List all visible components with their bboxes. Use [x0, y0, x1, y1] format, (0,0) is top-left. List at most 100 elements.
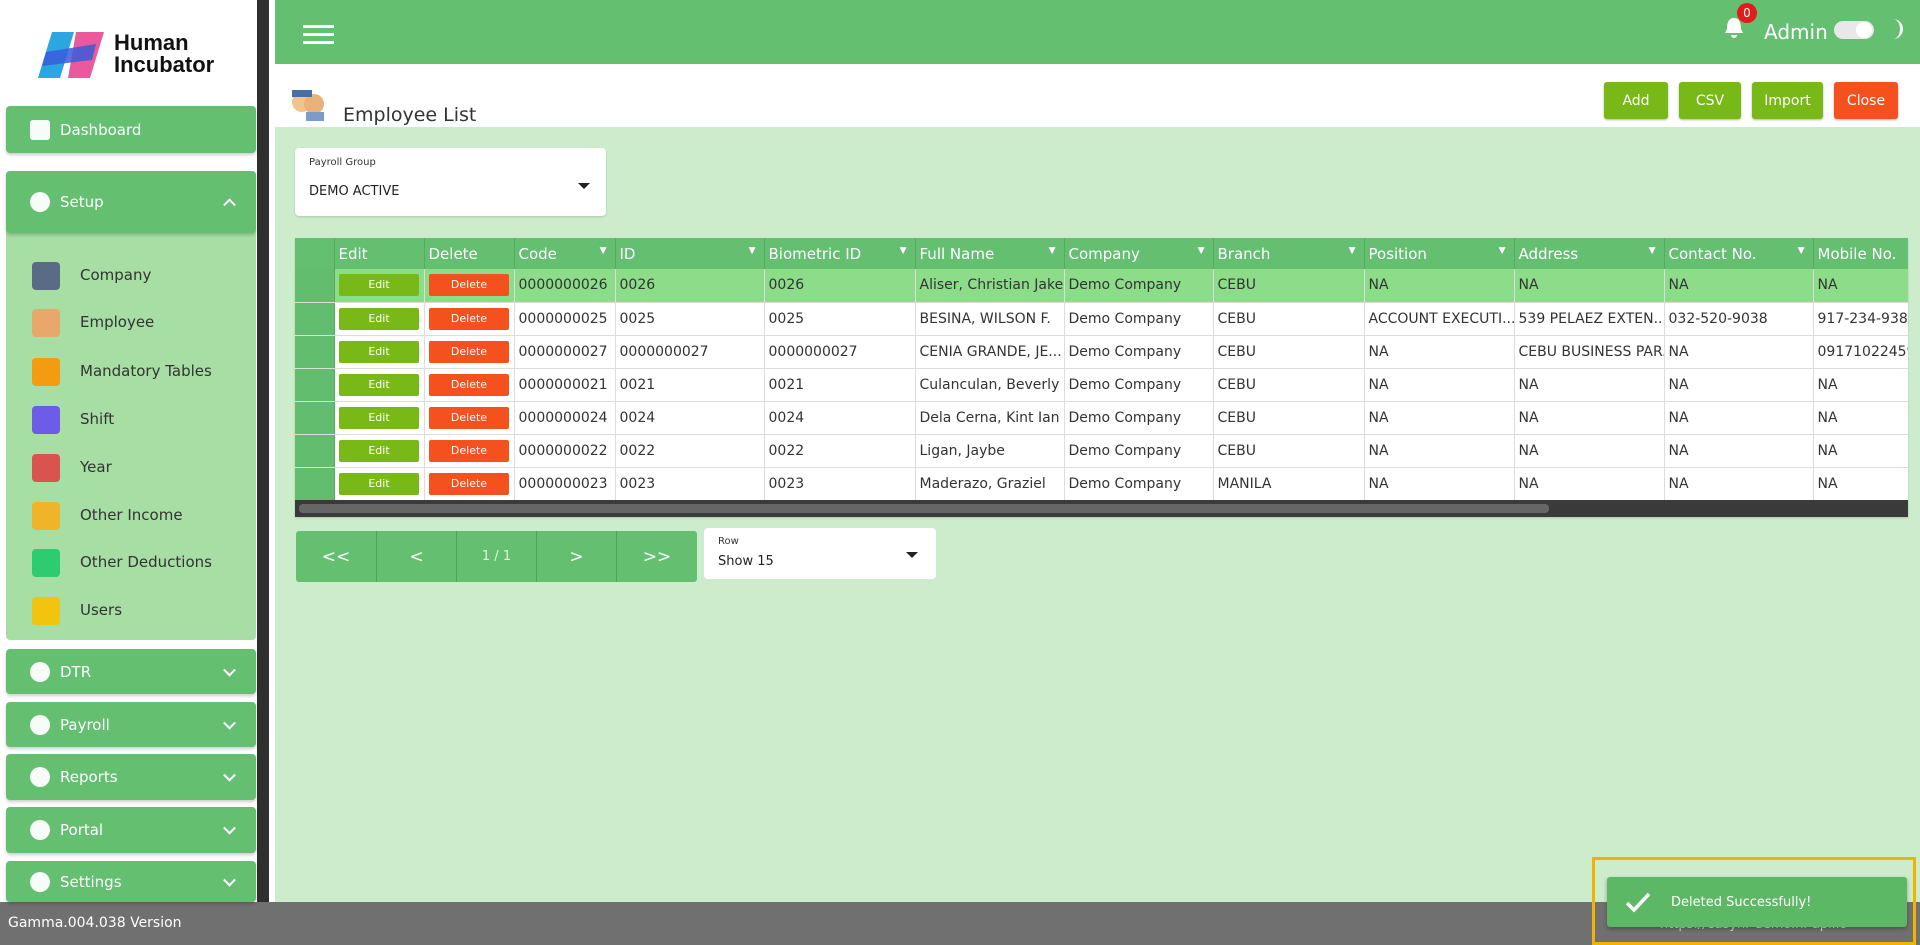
delete-cell: Delete — [424, 434, 515, 468]
page-button[interactable]: < — [377, 531, 457, 582]
column-header[interactable]: Delete — [424, 238, 515, 269]
page-button[interactable]: >> — [617, 531, 697, 582]
menu-group[interactable]: Reports — [6, 754, 256, 800]
column-header[interactable]: Position ▼ — [1364, 238, 1515, 269]
delete-button[interactable]: Delete — [429, 406, 509, 429]
h-scrollbar[interactable] — [295, 500, 1908, 517]
menu-icon — [32, 358, 60, 386]
filter-icon[interactable]: ▼ — [599, 246, 607, 256]
edit-button[interactable]: Edit — [339, 472, 419, 495]
edit-button[interactable]: Edit — [339, 406, 419, 429]
submenu-item[interactable]: Mandatory Tables — [80, 362, 212, 380]
delete-cell: Delete — [424, 467, 515, 501]
column-header[interactable]: Address ▼ — [1514, 238, 1665, 269]
table-row[interactable]: Edit Delete 0000000021 0021 0021 Culanculan, … — [295, 368, 1908, 402]
user-name[interactable]: Admin — [1764, 20, 1828, 44]
bell-icon[interactable] — [1722, 14, 1746, 42]
table-cell: Ligan, Jaybe — [915, 434, 1065, 468]
action-button[interactable]: Close — [1834, 82, 1898, 119]
select-header — [295, 238, 335, 269]
page-button: 1 / 1 — [457, 531, 537, 582]
submenu-item[interactable]: Other Deductions — [80, 553, 212, 571]
table-cell: 0023 — [615, 467, 765, 501]
table-row[interactable]: Edit Delete 0000000026 0026 0026 Aliser, Chri… — [295, 269, 1908, 303]
table-cell: NA — [1364, 434, 1515, 468]
action-button[interactable]: Add — [1604, 82, 1668, 119]
filter-icon[interactable]: ▼ — [1348, 246, 1356, 256]
submenu-item[interactable]: Other Income — [80, 506, 183, 524]
delete-button[interactable]: Delete — [429, 274, 509, 297]
submenu-item[interactable]: Employee — [80, 313, 155, 331]
menu-label: Payroll — [60, 715, 110, 734]
filter-icon[interactable]: ▼ — [1648, 246, 1656, 256]
table-cell: Demo Company — [1064, 335, 1214, 369]
table-row[interactable]: Edit Delete 0000000024 0024 0024 Dela Cerna, … — [295, 401, 1908, 435]
filter-icon[interactable]: ▼ — [1797, 246, 1805, 256]
table-cell: CEBU — [1213, 368, 1365, 402]
column-label: Company — [1068, 244, 1140, 263]
table-row[interactable]: Edit Delete 0000000025 0025 0025 BESINA, WILS… — [295, 302, 1908, 336]
column-header[interactable]: Company ▼ — [1064, 238, 1214, 269]
column-header[interactable]: Code ▼ — [514, 238, 616, 269]
submenu-item[interactable]: Shift — [80, 410, 115, 428]
page-button[interactable]: > — [537, 531, 617, 582]
table-cell: NA — [1514, 269, 1665, 303]
theme-toggle[interactable] — [1834, 21, 1874, 39]
menu-group[interactable]: DTR — [6, 649, 256, 694]
rows-select[interactable]: Row Show 15 — [704, 528, 936, 579]
column-header[interactable]: Biometric ID ▼ — [764, 238, 916, 269]
edit-button[interactable]: Edit — [339, 307, 419, 330]
delete-button[interactable]: Delete — [429, 439, 509, 462]
page-button[interactable]: << — [296, 531, 377, 582]
submenu-item[interactable]: Users — [80, 601, 123, 619]
table-row[interactable]: Edit Delete 0000000022 0022 0022 Ligan, Jaybe… — [295, 434, 1908, 468]
edit-button[interactable]: Edit — [339, 439, 419, 462]
delete-button[interactable]: Delete — [429, 340, 509, 363]
table-cell: NA — [1664, 434, 1814, 468]
delete-button[interactable]: Delete — [429, 307, 509, 330]
menu-group[interactable]: Settings — [6, 861, 256, 902]
action-button[interactable]: Import — [1752, 82, 1823, 119]
table-cell: Aliser, Christian Jake — [915, 269, 1065, 303]
menu-toggle[interactable] — [303, 25, 334, 28]
edit-button[interactable]: Edit — [339, 373, 419, 396]
menu-setup[interactable]: Setup — [6, 171, 256, 233]
table-cell: 0026 — [764, 269, 916, 303]
moon-icon — [1893, 19, 1903, 39]
column-header[interactable]: Edit — [334, 238, 425, 269]
submenu-item[interactable]: Year — [80, 458, 112, 476]
filter-icon[interactable]: ▼ — [1048, 246, 1056, 256]
edit-button[interactable]: Edit — [339, 340, 419, 363]
column-header[interactable]: ID ▼ — [615, 238, 765, 269]
column-header[interactable]: Full Name ▼ — [915, 238, 1065, 269]
table-cell: NA — [1364, 335, 1515, 369]
action-button[interactable]: CSV — [1679, 82, 1741, 119]
logo-text: Human Incubator — [114, 30, 215, 77]
chevron — [223, 716, 236, 730]
filter-icon[interactable]: ▼ — [1498, 246, 1506, 256]
delete-button[interactable]: Delete — [429, 373, 509, 396]
field-label: Payroll Group — [309, 157, 376, 168]
column-header[interactable]: Mobile No. — [1813, 238, 1908, 269]
delete-cell: Delete — [424, 302, 515, 336]
table-row[interactable]: Edit Delete 0000000023 0023 0023 Maderazo, Gr… — [295, 467, 1908, 501]
menu-group[interactable]: Payroll — [6, 702, 256, 747]
column-label: Branch — [1217, 244, 1271, 263]
chevron — [223, 663, 236, 677]
filter-icon[interactable]: ▼ — [1197, 246, 1205, 256]
menu-dashboard[interactable]: Dashboard — [6, 106, 256, 153]
menu-icon — [32, 454, 60, 482]
column-header[interactable]: Branch ▼ — [1213, 238, 1365, 269]
column-label: Edit — [338, 244, 368, 263]
filter-icon[interactable]: ▼ — [748, 246, 756, 256]
filter-icon[interactable]: ▼ — [899, 246, 907, 256]
table-row[interactable]: Edit Delete 0000000027 0000000027 0000000027… — [295, 335, 1908, 369]
submenu-item[interactable]: Company — [80, 266, 152, 284]
delete-button[interactable]: Delete — [429, 472, 509, 495]
column-header[interactable]: Contact No. ▼ — [1664, 238, 1814, 269]
edit-button[interactable]: Edit — [339, 274, 419, 297]
payroll-group-select[interactable]: Payroll Group DEMO ACTIVE — [295, 148, 606, 216]
menu-group[interactable]: Portal — [6, 807, 256, 853]
table-cell: ACCOUNT EXECUTI... — [1364, 302, 1515, 336]
table-cell: 539 PELAEZ EXTEN... — [1514, 302, 1665, 336]
